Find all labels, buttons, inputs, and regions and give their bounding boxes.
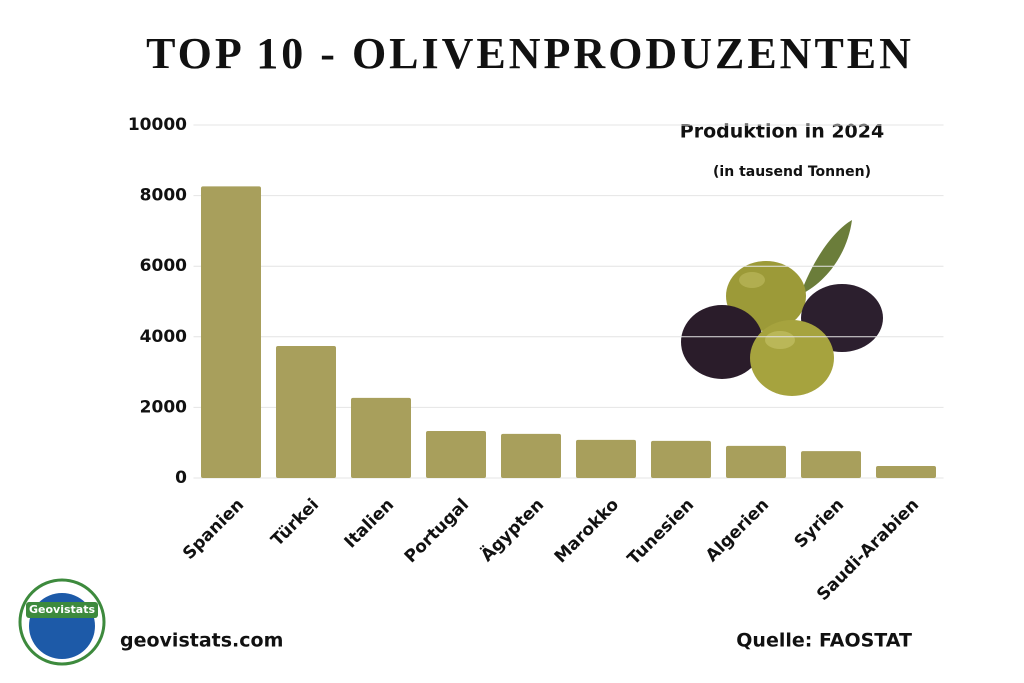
y-tick-label: 2000 <box>140 397 187 417</box>
x-tick-label: Ägypten <box>476 494 548 566</box>
y-tick-label: 0 <box>175 468 187 488</box>
x-tick-label: Italien <box>341 495 398 552</box>
x-tick-label: Algerien <box>702 495 773 566</box>
olive-illustration <box>681 220 883 396</box>
source: Quelle: FAOSTAT <box>736 630 912 652</box>
x-tick-label: Türkei <box>267 495 323 551</box>
y-tick-label: 6000 <box>140 256 187 276</box>
y-tick-label: 8000 <box>140 186 187 206</box>
website: geovistats.com <box>120 630 283 652</box>
x-tick-label: Spanien <box>179 495 248 564</box>
chart-title: TOP 10 - OLIVENPRODUZENTEN <box>146 29 914 78</box>
bar <box>351 397 411 478</box>
chart-subtitle: Produktion in 2024 <box>680 121 884 143</box>
x-tick-label: Portugal <box>401 495 473 567</box>
bar <box>426 431 486 478</box>
bar <box>501 433 561 478</box>
y-tick-label: 10000 <box>128 115 187 135</box>
bar <box>201 186 261 478</box>
x-tick-label: Tunesien <box>624 495 698 569</box>
unit-note: (in tausend Tonnen) <box>713 164 871 180</box>
x-tick-label: Syrien <box>791 495 848 552</box>
bar <box>576 439 636 478</box>
y-tick-label: 4000 <box>140 327 187 347</box>
bar <box>876 465 936 478</box>
bar <box>726 445 786 478</box>
bar <box>801 451 861 478</box>
x-tick-label: Marokko <box>551 495 623 567</box>
logo-label: Geovistats <box>29 603 95 616</box>
bar <box>276 345 336 478</box>
bar <box>651 440 711 478</box>
logo: Geovistats <box>18 578 106 666</box>
